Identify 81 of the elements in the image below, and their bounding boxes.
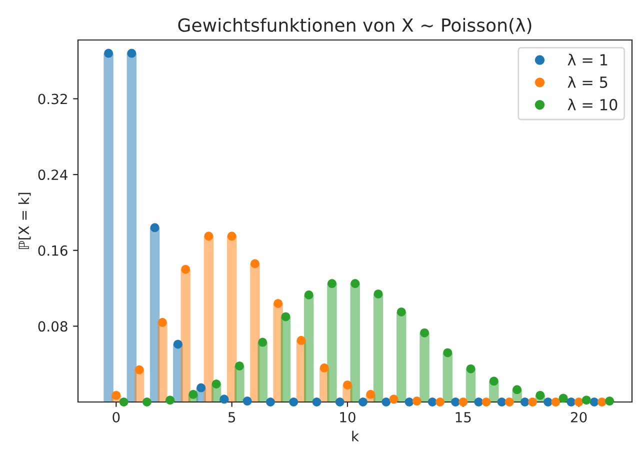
point bbox=[327, 279, 336, 288]
point bbox=[451, 398, 460, 406]
chart-title: Gewichtsfunktionen von X ∼ Poisson(λ) bbox=[178, 18, 532, 34]
x-axis-title: k bbox=[352, 430, 359, 442]
point bbox=[142, 398, 152, 406]
point bbox=[266, 398, 275, 406]
point bbox=[389, 394, 398, 404]
x-tick-label: 20 bbox=[570, 412, 587, 422]
point bbox=[382, 398, 391, 406]
y-tick-label: 0.32 bbox=[38, 94, 67, 104]
point bbox=[304, 290, 314, 300]
point bbox=[428, 398, 437, 406]
point bbox=[127, 48, 136, 58]
point bbox=[342, 380, 352, 390]
point bbox=[482, 398, 491, 406]
point bbox=[212, 379, 221, 388]
point bbox=[250, 259, 260, 268]
point bbox=[574, 398, 584, 406]
point bbox=[296, 336, 306, 345]
point bbox=[289, 398, 298, 406]
point bbox=[188, 390, 198, 399]
point bbox=[551, 398, 560, 406]
point bbox=[312, 398, 322, 406]
point bbox=[605, 396, 614, 406]
x-tick-label: 0 bbox=[112, 412, 120, 422]
point bbox=[166, 396, 175, 405]
point bbox=[350, 279, 360, 288]
point bbox=[112, 390, 121, 400]
point bbox=[274, 298, 283, 308]
point bbox=[104, 48, 114, 58]
y-axis-title: ℙ[X = k] bbox=[18, 192, 31, 249]
point bbox=[443, 348, 452, 358]
point bbox=[242, 396, 252, 406]
point bbox=[466, 364, 476, 374]
point bbox=[335, 398, 344, 406]
point bbox=[536, 390, 545, 400]
x-tick-label: 15 bbox=[456, 412, 471, 422]
legend-label: λ = 5 bbox=[568, 76, 608, 88]
point bbox=[204, 232, 214, 241]
point bbox=[504, 398, 514, 406]
point bbox=[158, 318, 167, 327]
point bbox=[420, 328, 430, 338]
legend-label: λ = 10 bbox=[568, 98, 618, 110]
legend-label: λ = 1 bbox=[568, 54, 608, 66]
point bbox=[412, 396, 422, 406]
point bbox=[458, 398, 468, 406]
y-tick-label: 0.16 bbox=[38, 245, 68, 256]
point bbox=[566, 398, 576, 406]
point bbox=[281, 312, 290, 322]
point bbox=[119, 398, 128, 406]
point bbox=[134, 365, 144, 374]
y-tick-label: 0.08 bbox=[38, 321, 68, 332]
point bbox=[181, 264, 190, 274]
x-tick-label: 10 bbox=[340, 412, 356, 422]
point bbox=[528, 398, 538, 406]
point bbox=[234, 361, 244, 370]
point bbox=[320, 363, 329, 372]
point bbox=[220, 394, 229, 404]
y-tick-label: 0.24 bbox=[38, 170, 68, 180]
point bbox=[404, 398, 414, 406]
point bbox=[396, 307, 406, 316]
point bbox=[597, 398, 606, 406]
point bbox=[374, 289, 383, 298]
point bbox=[227, 232, 236, 241]
point bbox=[497, 398, 506, 406]
point bbox=[558, 394, 568, 403]
point bbox=[173, 340, 182, 349]
point bbox=[489, 376, 498, 386]
point bbox=[196, 383, 206, 392]
point bbox=[582, 396, 591, 405]
point bbox=[358, 398, 368, 406]
point bbox=[366, 390, 376, 399]
point bbox=[520, 398, 530, 406]
point bbox=[150, 223, 160, 232]
point bbox=[544, 398, 553, 406]
point bbox=[258, 338, 268, 347]
point bbox=[436, 398, 445, 406]
point bbox=[512, 385, 522, 394]
point bbox=[590, 398, 599, 406]
point bbox=[474, 398, 484, 406]
x-tick-label: 5 bbox=[228, 412, 236, 422]
